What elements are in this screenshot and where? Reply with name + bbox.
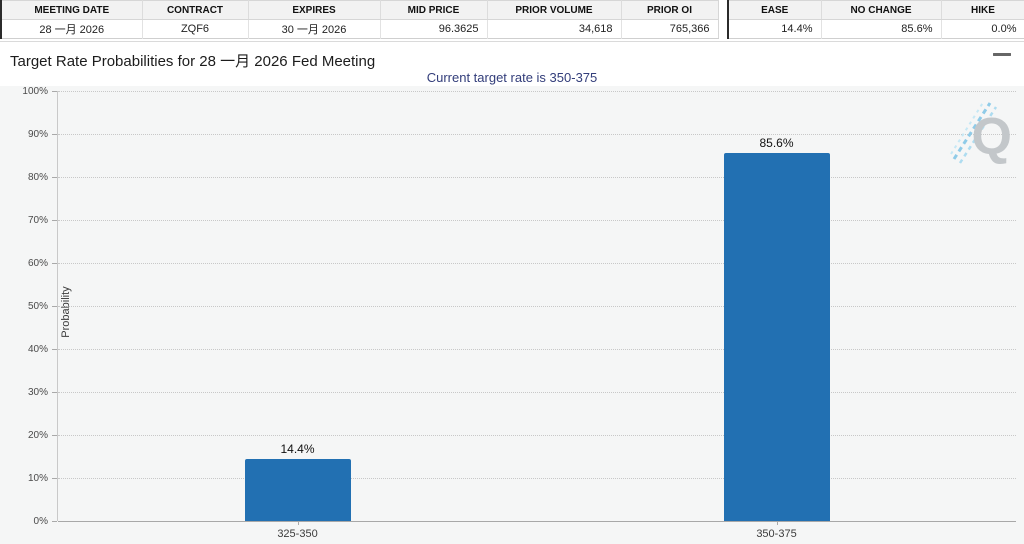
x-tick-mark: [297, 521, 299, 525]
y-tick-mark: [52, 521, 57, 522]
y-tick-mark: [52, 134, 57, 135]
y-tick-mark: [52, 306, 57, 307]
cell-value: 85.6%: [821, 19, 942, 39]
y-tick-label: 30%: [27, 387, 48, 398]
probability-table-header-row: EASE NO CHANGE HIKE: [728, 0, 1024, 20]
column-header: MID PRICE: [380, 0, 488, 20]
cell-value: 0.0%: [941, 19, 1024, 39]
y-tick-label: 20%: [27, 430, 48, 441]
cell-value: 765,366: [621, 19, 718, 39]
x-tick-mark: [776, 521, 778, 525]
probability-bar-325-350[interactable]: [244, 459, 351, 521]
y-tick-label: 90%: [27, 129, 48, 140]
hamburger-menu-icon[interactable]: [992, 53, 1012, 69]
chart-title: Target Rate Probabilities for 28 一月 2026…: [10, 53, 376, 70]
column-header: EASE: [728, 0, 822, 20]
move-probability-table: EASE NO CHANGE HIKE 14.4% 85.6% 0.0%: [727, 0, 1024, 39]
column-header: PRIOR VOLUME: [487, 0, 622, 20]
y-tick-mark: [52, 220, 57, 221]
y-axis-title: Probability: [60, 286, 72, 338]
plot-background: [0, 86, 1024, 544]
probability-bar-350-375[interactable]: [723, 152, 830, 521]
y-gridline: [58, 91, 1016, 92]
y-gridline: [58, 478, 1016, 479]
y-gridline: [58, 177, 1016, 178]
y-tick-label: 40%: [27, 344, 48, 355]
y-tick-label: 50%: [27, 301, 48, 312]
probability-chart-widget: Target Rate Probabilities for 28 一月 2026…: [0, 41, 1024, 544]
y-tick-mark: [52, 478, 57, 479]
x-category-label: 325-350: [277, 528, 318, 540]
y-tick-label: 0%: [33, 516, 48, 527]
column-header: MEETING DATE: [1, 0, 143, 20]
cell-value: 34,618: [487, 19, 622, 39]
x-category-label: 350-375: [756, 528, 797, 540]
y-tick-mark: [52, 263, 57, 264]
y-tick-mark: [52, 392, 57, 393]
column-header: CONTRACT: [142, 0, 249, 20]
column-header: NO CHANGE: [821, 0, 942, 20]
y-tick-mark: [52, 435, 57, 436]
y-gridline: [58, 349, 1016, 350]
y-tick-label: 10%: [27, 473, 48, 484]
cell-value: 28 一月 2026: [1, 19, 143, 39]
bar-chart-plot-area: Probability 0% 10% 20% 30% 40% 50% 60% 70% 80% 90…: [22, 86, 1016, 540]
y-tick-label: 100%: [22, 86, 48, 97]
contract-quote-table: MEETING DATE CONTRACT EXPIRES MID PRICE PRIO…: [0, 0, 719, 39]
bar-value-label: 14.4%: [280, 442, 315, 457]
hamburger-bar: [993, 53, 1011, 56]
y-tick-mark: [52, 91, 57, 92]
cell-value: ZQF6: [142, 19, 249, 39]
probability-table-value-row: 14.4% 85.6% 0.0%: [728, 19, 1024, 39]
y-tick-mark: [52, 349, 57, 350]
y-gridline: [58, 220, 1016, 221]
y-tick-label: 80%: [27, 172, 48, 183]
bar-value-label: 85.6%: [759, 135, 794, 150]
contract-table-value-row: 28 一月 2026 ZQF6 30 一月 2026 96.3625 34,618 765…: [1, 19, 718, 39]
column-header: EXPIRES: [248, 0, 381, 20]
contract-table-header-row: MEETING DATE CONTRACT EXPIRES MID PRICE PRIO…: [1, 0, 718, 20]
column-header: HIKE: [941, 0, 1024, 20]
y-gridline: [58, 263, 1016, 264]
x-axis-line: [58, 521, 1016, 522]
column-header: PRIOR OI: [621, 0, 718, 20]
current-target-rate-label: Current target rate is 350-375: [426, 70, 598, 85]
y-gridline: [58, 306, 1016, 307]
cell-value: 30 一月 2026: [248, 19, 381, 39]
y-gridline: [58, 134, 1016, 135]
y-tick-label: 60%: [27, 258, 48, 269]
cell-value: 96.3625: [380, 19, 488, 39]
y-gridline: [58, 435, 1016, 436]
y-tick-label: 70%: [27, 215, 48, 226]
y-tick-mark: [52, 177, 57, 178]
y-gridline: [58, 392, 1016, 393]
cell-value: 14.4%: [728, 19, 822, 39]
